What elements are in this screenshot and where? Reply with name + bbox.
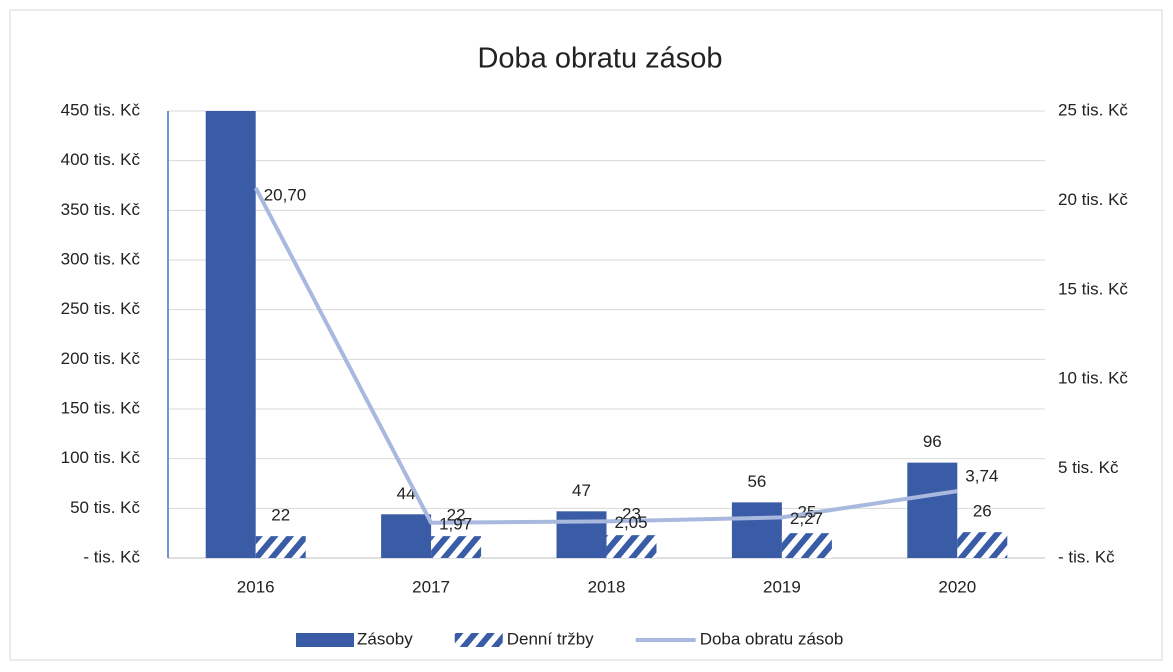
line-label: 20,70 [264, 185, 307, 204]
y2-tick-label: 20 tis. Kč [1058, 190, 1128, 209]
y-tick-label: 150 tis. Kč [61, 398, 141, 417]
line-label: 2,27 [790, 509, 823, 528]
y-tick-label: 450 tis. Kč [61, 100, 141, 119]
legend-label: Zásoby [357, 629, 413, 648]
bar [731, 502, 782, 558]
chart-title: Doba obratu zásob [477, 43, 722, 75]
legend-swatch [296, 633, 354, 647]
data-label: 56 [747, 472, 766, 491]
y-tick-label: 200 tis. Kč [61, 349, 141, 368]
y2-tick-label: 15 tis. Kč [1058, 279, 1128, 298]
chart-frame [9, 9, 1163, 661]
x-tick-label: 2018 [588, 577, 626, 596]
y2-tick-label: 25 tis. Kč [1058, 100, 1128, 119]
y2-tick-label: - tis. Kč [1058, 547, 1115, 566]
line [253, 186, 958, 525]
line-label: 2,05 [615, 513, 648, 532]
y2-tick-label: 5 tis. Kč [1058, 458, 1119, 477]
y-tick-label: - tis. Kč [83, 547, 140, 566]
bar [431, 536, 482, 558]
bar [957, 532, 1008, 558]
bar [255, 536, 306, 558]
y-tick-label: 350 tis. Kč [61, 200, 141, 219]
y-tick-label: 400 tis. Kč [61, 150, 141, 169]
data-label: 44 [397, 484, 416, 503]
y-tick-label: 50 tis. Kč [70, 498, 140, 517]
x-tick-label: 2016 [237, 577, 275, 596]
bar [556, 511, 607, 558]
bar [606, 535, 657, 558]
bar [381, 514, 432, 558]
bar [205, 111, 256, 558]
line-label: 1,97 [439, 514, 472, 533]
data-label: 26 [973, 502, 992, 521]
data-label: 22 [447, 506, 466, 525]
y-tick-label: 100 tis. Kč [61, 448, 141, 467]
data-label: 22 [271, 506, 290, 525]
data-label: 47 [572, 481, 591, 500]
line-label: 3,74 [965, 467, 998, 486]
legend-label: Denní tržby [507, 629, 594, 648]
bar [781, 533, 832, 558]
legend-label: Doba obratu zásob [700, 629, 844, 648]
data-label: 96 [923, 432, 942, 451]
x-tick-label: 2020 [938, 577, 976, 596]
x-tick-label: 2019 [763, 577, 801, 596]
y-tick-label: 250 tis. Kč [61, 299, 141, 318]
y2-tick-label: 10 tis. Kč [1058, 369, 1128, 388]
y-tick-label: 300 tis. Kč [61, 249, 141, 268]
bar [907, 462, 958, 558]
x-tick-label: 2017 [412, 577, 450, 596]
legend-swatch [454, 633, 503, 647]
